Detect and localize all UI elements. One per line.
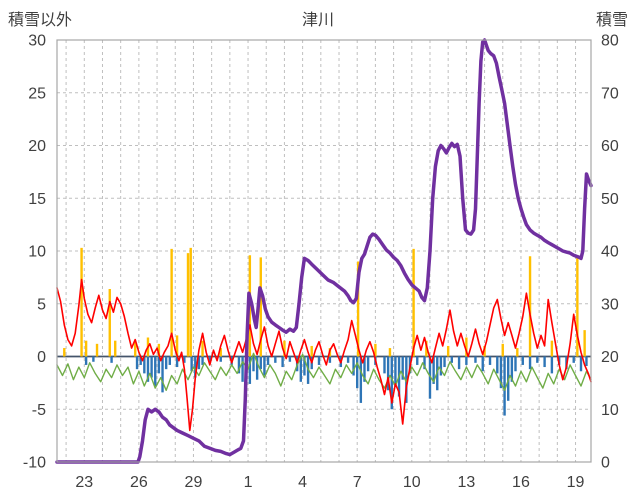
svg-text:30: 30 (28, 33, 46, 50)
svg-text:16: 16 (512, 474, 530, 491)
svg-text:30: 30 (601, 296, 619, 313)
svg-text:15: 15 (28, 191, 46, 208)
svg-text:25: 25 (28, 85, 46, 102)
svg-text:23: 23 (75, 474, 93, 491)
svg-text:29: 29 (185, 474, 203, 491)
svg-text:-5: -5 (32, 402, 46, 419)
svg-text:0: 0 (37, 349, 46, 366)
svg-text:10: 10 (403, 474, 421, 491)
svg-text:40: 40 (601, 244, 619, 261)
svg-text:0: 0 (601, 455, 610, 472)
left-axis-title: 積雪以外 (8, 12, 73, 29)
svg-text:-10: -10 (23, 455, 46, 472)
svg-text:26: 26 (130, 474, 148, 491)
svg-text:20: 20 (28, 138, 46, 155)
svg-text:10: 10 (28, 244, 46, 261)
chart-title: 津川 (301, 12, 334, 29)
right-axis-title: 積雪 (595, 12, 628, 29)
svg-text:80: 80 (601, 33, 619, 50)
svg-text:60: 60 (601, 138, 619, 155)
svg-text:5: 5 (37, 296, 46, 313)
svg-text:4: 4 (298, 474, 307, 491)
svg-text:20: 20 (601, 349, 619, 366)
svg-text:7: 7 (353, 474, 362, 491)
svg-text:50: 50 (601, 191, 619, 208)
svg-text:13: 13 (457, 474, 475, 491)
svg-text:1: 1 (244, 474, 253, 491)
svg-text:19: 19 (567, 474, 585, 491)
svg-text:10: 10 (601, 402, 619, 419)
svg-text:70: 70 (601, 85, 619, 102)
